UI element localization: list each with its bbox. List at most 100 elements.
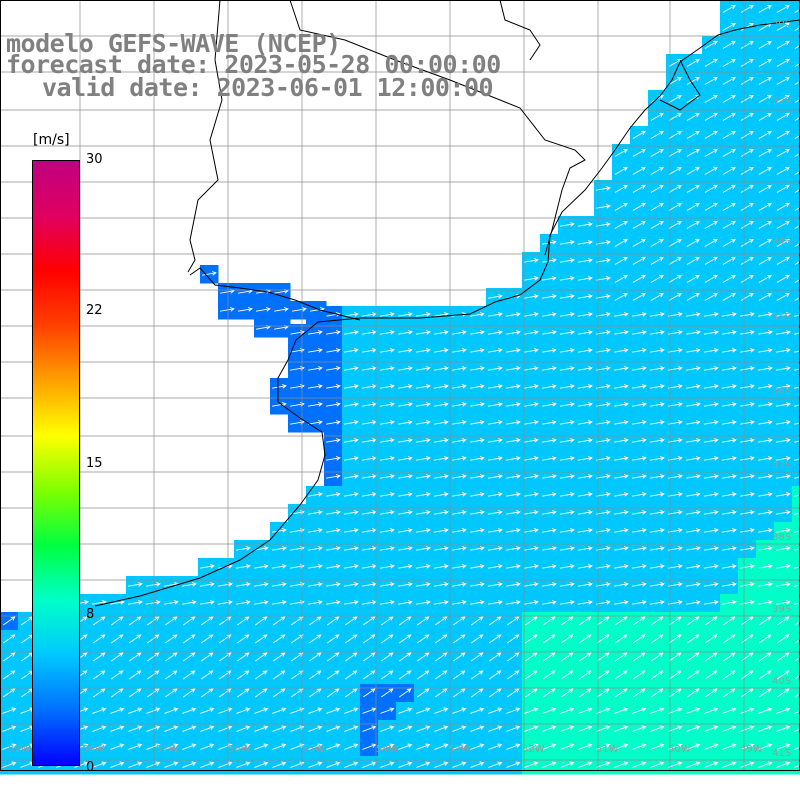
lon-label: 50W <box>668 744 691 755</box>
wind-arrow <box>578 564 593 569</box>
wind-arrow <box>758 95 772 103</box>
wind-arrow <box>236 600 251 605</box>
wind-arrow <box>524 474 539 479</box>
wind-arrow <box>650 384 665 389</box>
wind-arrow <box>470 743 485 750</box>
wind-arrow <box>398 420 413 425</box>
wind-arrow <box>398 510 413 515</box>
wind-arrow <box>668 438 683 443</box>
wind-arrow <box>182 582 197 587</box>
wind-arrow <box>758 384 773 389</box>
wind-arrow <box>632 203 646 211</box>
wind-arrow <box>398 348 413 353</box>
wind-arrow <box>93 616 106 626</box>
wind-arrow <box>542 510 557 515</box>
wind-arrow <box>776 528 791 533</box>
wind-arrow <box>596 474 611 479</box>
wind-arrow <box>777 652 790 662</box>
wind-cell <box>792 18 800 37</box>
wind-arrow <box>578 294 593 299</box>
wind-arrow <box>308 707 323 714</box>
wind-arrow <box>111 670 124 680</box>
wind-arrow <box>452 348 467 353</box>
wind-arrow <box>776 600 791 605</box>
wind-arrow <box>777 616 790 626</box>
wind-arrow <box>686 167 700 175</box>
wind-arrow <box>740 492 755 497</box>
wind-arrow <box>632 239 646 247</box>
wind-arrow <box>704 59 718 67</box>
wind-arrow <box>632 293 646 301</box>
wind-arrow <box>794 404 800 407</box>
lat-label: 30S <box>772 18 792 29</box>
wind-arrow <box>560 312 575 317</box>
wind-arrow <box>740 330 755 335</box>
wind-arrow <box>704 113 718 121</box>
wind-arrow <box>111 688 124 698</box>
wind-arrow <box>182 743 197 750</box>
wind-arrow <box>398 528 413 533</box>
wind-arrow <box>434 420 449 425</box>
wind-arrow <box>705 670 718 680</box>
wind-arrow <box>776 707 791 714</box>
lon-label: 52W <box>522 744 545 755</box>
wind-arrow <box>614 185 628 193</box>
wind-arrow <box>452 384 467 389</box>
wind-arrow <box>416 420 431 425</box>
wind-cell <box>792 396 800 415</box>
wind-arrow <box>524 582 539 587</box>
wind-arrow <box>344 600 359 605</box>
wind-arrow <box>110 600 125 605</box>
wind-arrow <box>650 131 664 139</box>
wind-arrow <box>488 582 503 587</box>
wind-arrow <box>668 185 682 193</box>
wind-arrow <box>308 492 323 497</box>
wind-arrow <box>2 761 17 768</box>
wind-arrow <box>542 600 557 605</box>
wind-arrow <box>759 616 772 626</box>
wind-arrow <box>669 670 682 680</box>
wind-arrow <box>740 456 755 461</box>
wind-arrow <box>794 602 800 605</box>
wind-arrow <box>740 41 754 49</box>
wind-arrow <box>794 27 800 31</box>
wind-arrow <box>722 5 736 13</box>
wind-arrow <box>506 492 521 497</box>
wind-cell <box>792 684 800 703</box>
wind-arrow <box>362 707 377 714</box>
wind-arrow <box>525 670 538 680</box>
wind-cell <box>792 324 800 343</box>
wind-arrow <box>722 95 736 103</box>
wind-arrow <box>596 600 611 605</box>
wind-arrow <box>614 366 629 371</box>
wind-arrow <box>326 348 341 353</box>
wind-arrow <box>255 616 268 626</box>
wind-arrow <box>254 564 269 569</box>
wind-arrow <box>381 616 394 626</box>
wind-arrow <box>758 348 773 353</box>
wind-arrow <box>506 725 521 732</box>
wind-arrow <box>740 203 754 211</box>
wind-arrow <box>380 707 395 714</box>
wind-arrow <box>632 492 647 497</box>
wind-arrow <box>92 761 107 768</box>
wind-cell <box>792 342 800 361</box>
wind-arrow <box>128 707 143 714</box>
wind-arrow <box>344 743 359 750</box>
title-forecast-date: forecast date: 2023-05-28 00:00:00 <box>6 50 501 79</box>
wind-arrow <box>704 743 719 750</box>
wind-arrow <box>758 257 772 265</box>
wind-arrow <box>704 203 718 211</box>
wind-arrow <box>632 474 647 479</box>
wind-arrow <box>578 474 593 479</box>
wind-arrow <box>506 564 521 569</box>
wind-arrow <box>308 600 323 605</box>
wind-cell <box>792 360 800 379</box>
wind-arrow <box>344 528 359 533</box>
wind-arrow <box>291 652 304 662</box>
wind-arrow <box>506 600 521 605</box>
wind-arrow <box>560 384 575 389</box>
wind-arrow <box>470 707 485 714</box>
wind-arrow <box>596 510 611 515</box>
